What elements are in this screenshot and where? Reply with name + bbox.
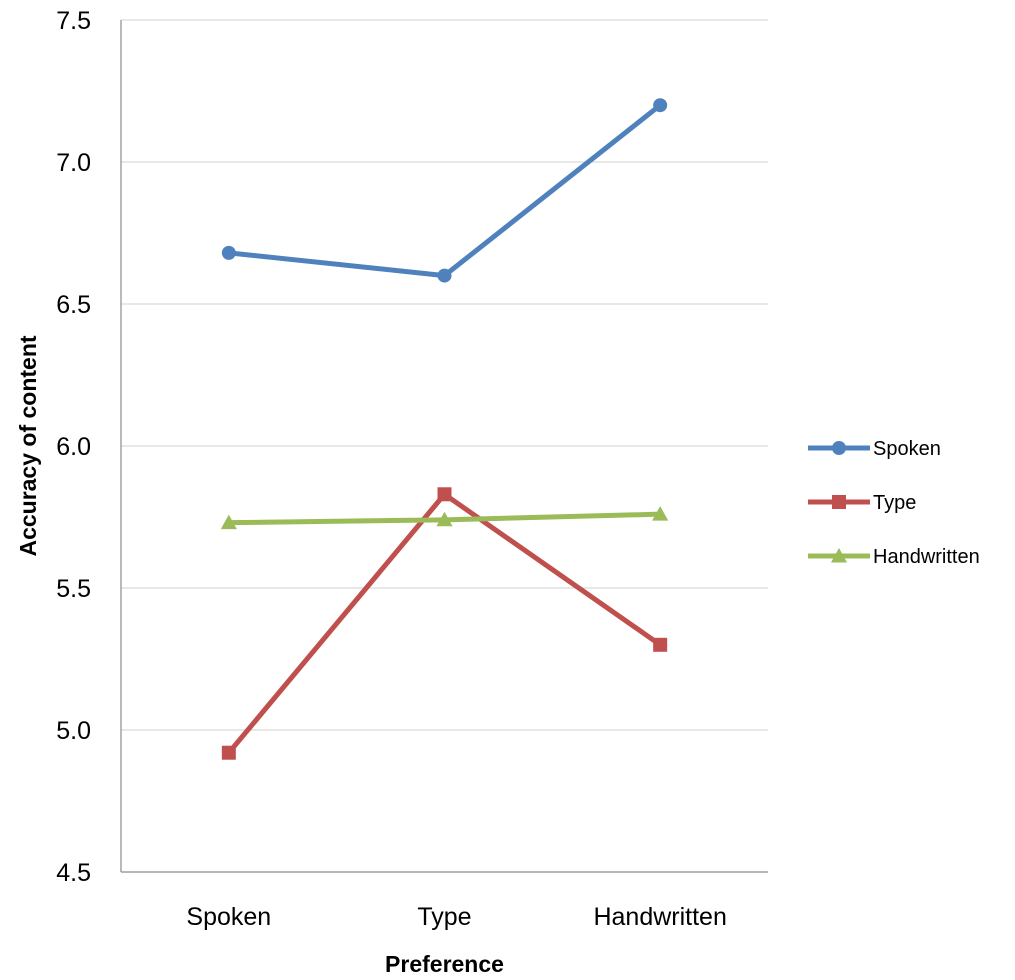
series	[220, 98, 669, 760]
legend-item-spoken: Spoken	[808, 438, 941, 460]
y-tick-label: 4.5	[56, 859, 91, 887]
y-tick-label: 6.0	[56, 433, 91, 461]
series-handwritten	[220, 506, 669, 530]
data-point-type	[653, 637, 668, 652]
x-tick-labels: Spoken Type Handwritten	[186, 903, 726, 931]
grid-lines	[121, 19, 768, 731]
y-tick-label: 5.0	[56, 717, 91, 745]
data-point-spoken	[653, 98, 668, 113]
x-tick-label: Type	[417, 903, 471, 931]
y-axis-title: Accuracy of content	[15, 335, 41, 556]
x-tick-label: Spoken	[186, 903, 271, 931]
legend-swatch-marker	[832, 495, 846, 509]
legend: Spoken Type Handwritten	[808, 438, 980, 568]
y-tick-label: 5.5	[56, 575, 91, 603]
legend-swatch-marker	[830, 547, 848, 563]
series-type	[221, 487, 668, 760]
data-point-handwritten	[220, 514, 237, 530]
legend-label: Type	[873, 492, 916, 514]
series-line-type	[226, 491, 663, 756]
legend-item-handwritten: Handwritten	[808, 546, 980, 568]
legend-swatch-marker	[832, 441, 846, 455]
y-tick-label: 6.5	[56, 291, 91, 319]
legend-label: Spoken	[873, 438, 941, 460]
data-point-spoken	[221, 245, 236, 260]
legend-label: Handwritten	[873, 546, 980, 568]
series-spoken	[221, 98, 668, 283]
x-axis-title: Preference	[385, 951, 504, 977]
y-tick-label: 7.5	[56, 7, 91, 35]
data-point-type	[221, 745, 236, 760]
data-point-handwritten	[652, 506, 669, 521]
x-tick-label: Handwritten	[593, 903, 726, 931]
axes	[120, 20, 768, 873]
data-point-handwritten	[436, 511, 453, 527]
y-tick-labels: 4.5 5.0 5.5 6.0 6.5 7.0 7.5	[56, 7, 91, 887]
data-point-type	[437, 487, 452, 502]
series-line-spoken	[226, 102, 663, 279]
y-tick-label: 7.0	[56, 149, 91, 177]
data-point-spoken	[437, 268, 452, 283]
legend-item-type: Type	[808, 492, 916, 514]
